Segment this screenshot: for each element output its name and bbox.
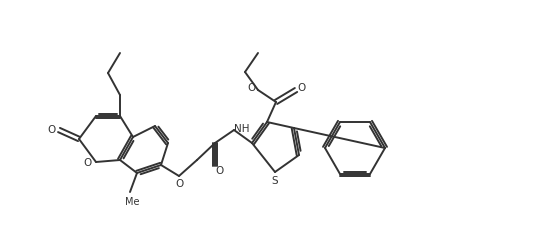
Text: O: O [175,179,183,189]
Text: Me: Me [125,197,139,207]
Text: O: O [47,125,55,135]
Text: O: O [298,83,306,93]
Text: NH: NH [234,124,249,134]
Text: O: O [84,158,92,168]
Text: O: O [248,83,256,93]
Text: S: S [272,176,278,186]
Text: O: O [216,166,224,176]
